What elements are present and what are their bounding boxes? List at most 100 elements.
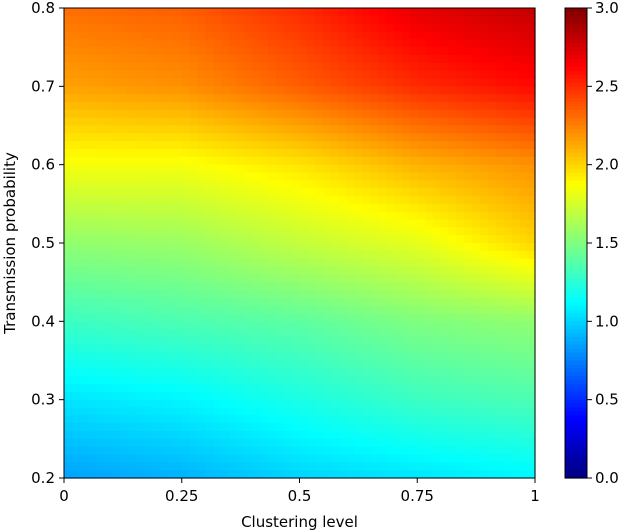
heatmap-cell bbox=[197, 180, 206, 189]
heatmap-cell bbox=[87, 164, 96, 174]
heatmap-cell bbox=[189, 384, 199, 393]
heatmap-cell bbox=[158, 423, 167, 432]
heatmap-cell bbox=[291, 133, 301, 142]
heatmap-cell bbox=[118, 415, 128, 424]
heatmap-cell bbox=[503, 321, 513, 330]
heatmap-cell bbox=[189, 431, 199, 440]
heatmap-cell bbox=[126, 454, 136, 463]
heatmap-cell bbox=[464, 344, 473, 354]
heatmap-cell bbox=[260, 344, 269, 354]
heatmap-cell bbox=[299, 454, 308, 463]
heatmap-cell bbox=[519, 141, 528, 150]
heatmap-cell bbox=[370, 470, 379, 479]
heatmap-cell bbox=[103, 102, 112, 111]
heatmap-cell bbox=[417, 415, 426, 424]
heatmap-cell bbox=[142, 149, 151, 158]
heatmap-cell bbox=[181, 470, 191, 479]
heatmap-cell bbox=[511, 125, 520, 134]
heatmap-cell bbox=[385, 352, 395, 362]
heatmap-cell bbox=[79, 211, 89, 221]
heatmap-cell bbox=[307, 164, 316, 174]
heatmap-cell bbox=[511, 376, 520, 385]
heatmap-cell bbox=[213, 282, 222, 291]
heatmap-cell bbox=[338, 407, 348, 416]
heatmap-cell bbox=[205, 23, 214, 33]
heatmap-cell bbox=[79, 149, 89, 158]
heatmap-cell bbox=[354, 62, 363, 72]
heatmap-cell bbox=[315, 31, 324, 40]
heatmap-cell bbox=[173, 188, 183, 197]
heatmap-cell bbox=[181, 243, 191, 252]
heatmap-cell bbox=[354, 196, 363, 205]
heatmap-cell bbox=[173, 438, 183, 448]
heatmap-cell bbox=[346, 117, 356, 127]
heatmap-cell bbox=[378, 454, 387, 463]
heatmap-cell bbox=[283, 55, 293, 64]
heatmap-cell bbox=[456, 78, 465, 87]
heatmap-cell bbox=[378, 149, 387, 158]
heatmap-cell bbox=[87, 407, 96, 416]
heatmap-cell bbox=[362, 454, 371, 463]
heatmap-cell bbox=[472, 423, 481, 432]
heatmap-cell bbox=[252, 462, 261, 471]
heatmap-cell bbox=[291, 344, 301, 354]
heatmap-cell bbox=[268, 31, 277, 40]
heatmap-cell bbox=[268, 305, 277, 315]
heatmap-cell bbox=[158, 39, 167, 48]
heatmap-cell bbox=[87, 438, 96, 448]
x-tick-label: 0 bbox=[59, 487, 69, 505]
heatmap-cell bbox=[103, 274, 112, 283]
heatmap-cell bbox=[354, 133, 363, 142]
heatmap-cell bbox=[464, 117, 473, 127]
heatmap-cell bbox=[338, 109, 348, 119]
heatmap-cell bbox=[385, 39, 395, 48]
heatmap-cell bbox=[275, 407, 285, 416]
heatmap-cell bbox=[260, 55, 269, 64]
heatmap-cell bbox=[370, 31, 379, 40]
heatmap-cell bbox=[487, 337, 497, 346]
heatmap-cell bbox=[432, 23, 442, 33]
heatmap-cell bbox=[79, 180, 89, 189]
heatmap-cell bbox=[299, 180, 308, 189]
heatmap-cell bbox=[448, 141, 458, 150]
heatmap-cell bbox=[142, 55, 151, 64]
heatmap-cell bbox=[142, 290, 151, 299]
heatmap-cell bbox=[299, 337, 308, 346]
heatmap-cell bbox=[480, 250, 489, 260]
heatmap-cell bbox=[87, 196, 96, 205]
heatmap-cell bbox=[440, 274, 450, 283]
heatmap-cell bbox=[323, 117, 332, 127]
heatmap-cell bbox=[64, 219, 73, 228]
heatmap-cell bbox=[299, 94, 308, 103]
colorbar-band bbox=[565, 227, 587, 232]
heatmap-cell bbox=[181, 376, 191, 385]
heatmap-cell bbox=[221, 423, 230, 432]
heatmap-cell bbox=[464, 462, 473, 471]
heatmap-cell bbox=[197, 8, 206, 17]
heatmap-cell bbox=[346, 211, 356, 221]
heatmap-cell bbox=[511, 39, 520, 48]
heatmap-cell bbox=[166, 290, 175, 299]
heatmap-cell bbox=[495, 133, 505, 142]
heatmap-cell bbox=[456, 188, 465, 197]
heatmap-cell bbox=[401, 376, 410, 385]
heatmap-cell bbox=[354, 47, 363, 56]
heatmap-cell bbox=[283, 156, 293, 166]
heatmap-cell bbox=[503, 438, 513, 448]
heatmap-cell bbox=[126, 344, 136, 354]
heatmap-cell bbox=[197, 360, 206, 369]
heatmap-cell bbox=[299, 415, 308, 424]
heatmap-cell bbox=[236, 250, 246, 260]
heatmap-cell bbox=[401, 156, 410, 166]
heatmap-cell bbox=[448, 117, 458, 127]
heatmap-cell bbox=[487, 321, 497, 330]
heatmap-cell bbox=[205, 391, 214, 401]
heatmap-cell bbox=[338, 31, 348, 40]
heatmap-cell bbox=[79, 8, 89, 17]
heatmap-cell bbox=[409, 78, 418, 87]
colorbar-band bbox=[565, 270, 587, 275]
heatmap-cell bbox=[323, 360, 332, 369]
heatmap-cell bbox=[197, 55, 206, 64]
heatmap-cell bbox=[228, 203, 238, 213]
heatmap-cell bbox=[480, 39, 489, 48]
